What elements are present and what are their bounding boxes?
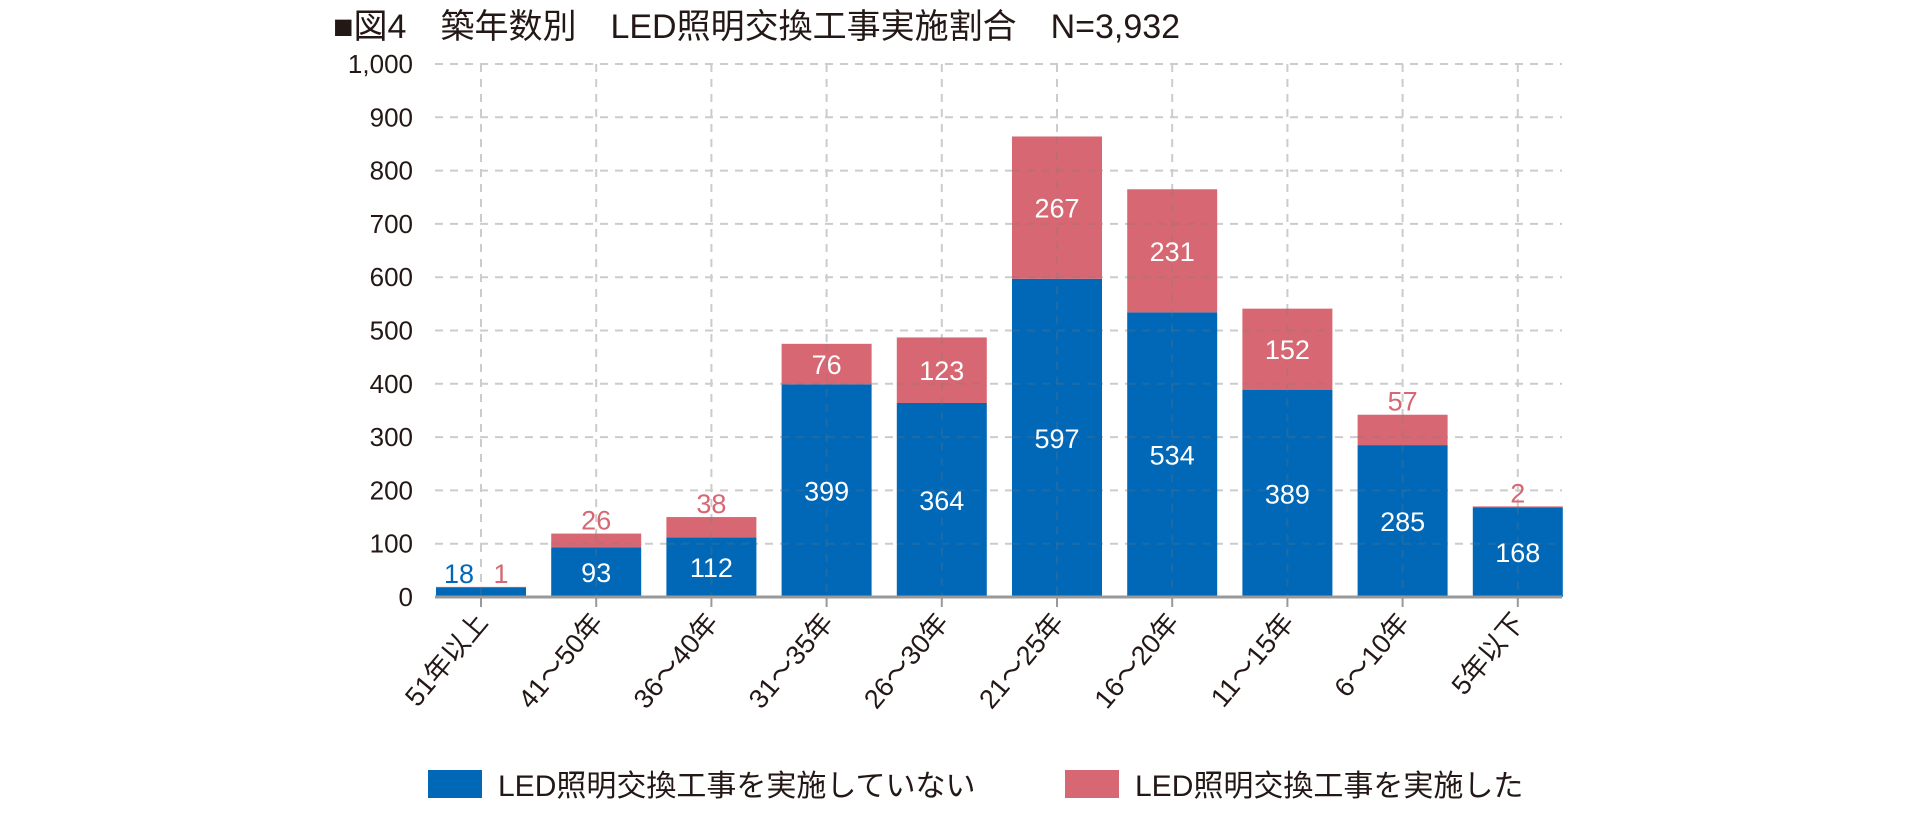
x-tick-label: 31〜35年 bbox=[743, 608, 839, 715]
bar-implemented bbox=[551, 533, 642, 548]
legend-swatch-not-implemented bbox=[428, 770, 482, 798]
y-tick-label: 1,000 bbox=[348, 49, 413, 79]
bar-not-implemented bbox=[1012, 278, 1102, 597]
bar-not-implemented bbox=[1127, 312, 1218, 597]
bar-implemented bbox=[1472, 506, 1563, 508]
value-label-implemented: 152 bbox=[1265, 335, 1310, 365]
x-tick-label: 36〜40年 bbox=[628, 608, 724, 715]
y-tick-label: 900 bbox=[370, 102, 413, 132]
x-tick-label: 51年以上 bbox=[399, 608, 493, 712]
bar-implemented bbox=[1242, 308, 1333, 390]
value-label-not-implemented: 364 bbox=[919, 486, 964, 516]
legend-item: LED照明交換工事を実施した bbox=[1065, 770, 1523, 803]
y-tick-label: 100 bbox=[370, 529, 413, 559]
value-label-not-implemented: 285 bbox=[1380, 507, 1425, 537]
chart-title: ■図4 築年数別 LED照明交換工事実施割合 N=3,932 bbox=[333, 8, 1180, 46]
legend: LED照明交換工事を実施していない LED照明交換工事を実施した bbox=[428, 770, 1523, 803]
x-tick-label: 26〜30年 bbox=[858, 608, 954, 715]
bar-not-implemented bbox=[666, 537, 757, 597]
y-tick-label: 0 bbox=[399, 582, 413, 612]
bar-implemented bbox=[781, 343, 872, 385]
y-axis: 0 100 200 300 400 500 600 700 800 900 1,000 bbox=[348, 49, 413, 612]
x-tick-label: 16〜20年 bbox=[1088, 608, 1184, 715]
bar-not-implemented bbox=[781, 384, 872, 597]
x-axis bbox=[435, 595, 1562, 607]
data-labels: 18 1 93 26 112 38 399 76 364 123 597 267 534 231 389 15… bbox=[444, 194, 1540, 589]
bar-implemented bbox=[1012, 136, 1102, 279]
bar-not-implemented bbox=[551, 547, 642, 597]
bars bbox=[436, 136, 1563, 597]
x-tick-labels: 51年以上 41〜50年 36〜40年 31〜35年 26〜30年 21〜25年 16〜20… bbox=[399, 608, 1530, 715]
value-label-implemented: 1 bbox=[493, 559, 508, 589]
bar-not-implemented bbox=[1242, 389, 1333, 597]
bar-not-implemented bbox=[1357, 445, 1448, 597]
value-label-implemented: 267 bbox=[1034, 194, 1079, 224]
y-tick-label: 600 bbox=[370, 262, 413, 292]
value-label-not-implemented: 168 bbox=[1495, 538, 1540, 568]
x-tick-label: 21〜25年 bbox=[973, 608, 1069, 715]
bar-implemented bbox=[436, 586, 526, 588]
value-label-implemented: 26 bbox=[581, 506, 611, 536]
bar-implemented bbox=[666, 517, 757, 538]
value-label-implemented: 2 bbox=[1510, 478, 1525, 508]
y-tick-label: 700 bbox=[370, 209, 413, 239]
bar-not-implemented bbox=[436, 587, 526, 597]
x-tick-label: 6〜10年 bbox=[1329, 608, 1416, 703]
y-tick-label: 300 bbox=[370, 422, 413, 452]
bar-implemented bbox=[1127, 189, 1218, 313]
legend-swatch-implemented bbox=[1065, 770, 1119, 798]
x-tick-label: 11〜15年 bbox=[1205, 608, 1300, 713]
value-label-implemented: 231 bbox=[1150, 237, 1195, 267]
bar-not-implemented bbox=[896, 402, 987, 597]
legend-label: LED照明交換工事を実施していない bbox=[498, 770, 975, 803]
value-label-not-implemented: 399 bbox=[804, 477, 849, 507]
legend-label: LED照明交換工事を実施した bbox=[1135, 770, 1523, 803]
value-label-not-implemented: 112 bbox=[690, 553, 733, 583]
y-tick-label: 800 bbox=[370, 156, 413, 186]
value-label-not-implemented: 93 bbox=[581, 558, 611, 588]
value-label-implemented: 57 bbox=[1388, 387, 1418, 417]
x-tick-label: 5年以下 bbox=[1446, 608, 1531, 701]
bar-implemented bbox=[1357, 414, 1448, 446]
value-label-not-implemented: 534 bbox=[1150, 441, 1195, 471]
y-tick-label: 500 bbox=[370, 316, 413, 346]
value-label-implemented: 38 bbox=[696, 489, 726, 519]
value-label-implemented: 76 bbox=[812, 350, 842, 380]
value-label-not-implemented: 18 bbox=[444, 559, 474, 589]
legend-item: LED照明交換工事を実施していない bbox=[428, 770, 975, 803]
bar-not-implemented bbox=[1472, 507, 1563, 597]
value-label-not-implemented: 389 bbox=[1265, 479, 1310, 509]
y-tick-label: 200 bbox=[370, 475, 413, 505]
value-label-not-implemented: 597 bbox=[1034, 424, 1079, 454]
bar-implemented bbox=[896, 337, 987, 403]
y-tick-label: 400 bbox=[370, 369, 413, 399]
value-label-implemented: 123 bbox=[919, 356, 964, 386]
x-tick-label: 41〜50年 bbox=[512, 608, 608, 715]
